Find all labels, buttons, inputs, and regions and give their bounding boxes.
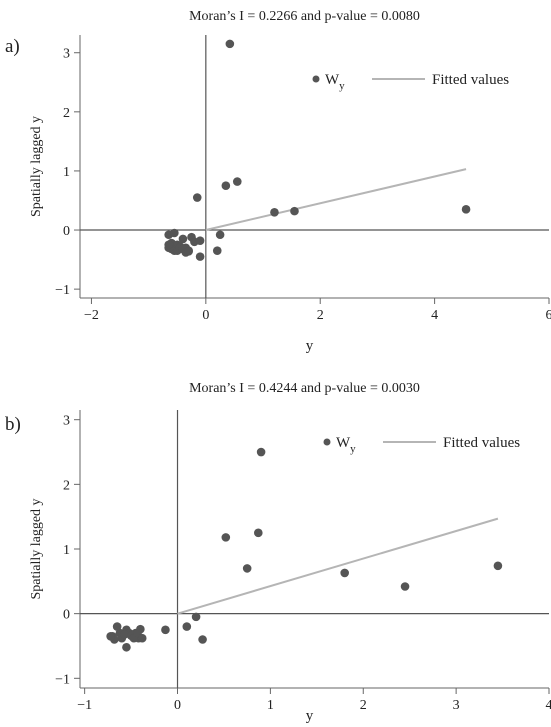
panel-label: b) bbox=[5, 414, 21, 435]
x-tick-label: 1 bbox=[267, 698, 274, 713]
y-tick-label: 3 bbox=[63, 414, 70, 429]
x-tick-label: 2 bbox=[317, 308, 324, 323]
legend-points-label: Wy bbox=[336, 435, 356, 455]
x-tick-label: 4 bbox=[431, 308, 438, 323]
panel-a: Moran’s I = 0.2266 and p-value = 0.0080 a… bbox=[5, 9, 551, 354]
data-point bbox=[232, 177, 242, 186]
x-tick-label: 2 bbox=[360, 698, 367, 713]
fitted-line bbox=[177, 517, 499, 615]
x-tick-label: 0 bbox=[174, 698, 181, 713]
chart-title: Moran’s I = 0.2266 and p-value = 0.0080 bbox=[189, 9, 420, 24]
data-point bbox=[400, 582, 410, 591]
data-point bbox=[164, 240, 173, 250]
x-tick-label: −2 bbox=[84, 308, 99, 323]
data-point bbox=[195, 236, 205, 245]
y-tick-label: 0 bbox=[63, 224, 70, 239]
data-point bbox=[221, 533, 231, 542]
y-tick-label: 0 bbox=[63, 608, 70, 623]
legend-point-marker bbox=[312, 75, 320, 83]
y-tick-label: 1 bbox=[63, 165, 70, 180]
data-point bbox=[184, 247, 193, 256]
y-axis-label: Spatially lagged y bbox=[29, 116, 44, 217]
x-tick-label: 6 bbox=[546, 308, 551, 323]
data-point bbox=[195, 252, 205, 261]
data-point bbox=[270, 208, 279, 217]
y-tick-label: 2 bbox=[63, 106, 70, 121]
data-point bbox=[192, 193, 202, 202]
data-point bbox=[215, 230, 225, 240]
data-point bbox=[198, 635, 207, 644]
x-tick-label: 3 bbox=[453, 698, 460, 713]
data-point bbox=[122, 642, 131, 652]
data-point bbox=[161, 625, 170, 635]
data-point bbox=[221, 181, 231, 191]
data-point bbox=[493, 561, 503, 571]
data-point bbox=[242, 564, 252, 573]
data-point bbox=[461, 205, 471, 214]
data-point bbox=[340, 568, 349, 578]
y-axis-label: Spatially lagged y bbox=[29, 498, 44, 599]
y-tick-label: −1 bbox=[55, 283, 70, 298]
data-point bbox=[182, 622, 192, 631]
data-point bbox=[254, 528, 263, 538]
data-point bbox=[106, 631, 115, 641]
y-tick-label: −1 bbox=[55, 672, 70, 687]
x-axis-label: y bbox=[306, 708, 314, 724]
legend-points-label: Wy bbox=[325, 72, 345, 92]
x-tick-label: 4 bbox=[546, 698, 551, 713]
data-point bbox=[137, 633, 147, 643]
data-point bbox=[170, 228, 179, 238]
legend-line-label: Fitted values bbox=[443, 435, 520, 451]
data-point bbox=[120, 630, 129, 639]
data-point bbox=[178, 234, 188, 244]
data-point bbox=[290, 206, 299, 216]
x-tick-label: −1 bbox=[77, 698, 92, 713]
panel-label: a) bbox=[5, 36, 20, 57]
panel-b: Moran’s I = 0.4244 and p-value = 0.0030 b… bbox=[5, 381, 551, 724]
data-point bbox=[112, 622, 122, 631]
legend-point-marker bbox=[323, 438, 331, 446]
x-axis-label: y bbox=[306, 338, 314, 354]
data-point bbox=[225, 39, 235, 49]
fitted-line bbox=[205, 168, 467, 232]
data-point bbox=[191, 612, 201, 622]
y-tick-label: 2 bbox=[63, 478, 70, 493]
chart-title: Moran’s I = 0.4244 and p-value = 0.0030 bbox=[189, 381, 420, 396]
y-tick-label: 3 bbox=[63, 47, 70, 62]
legend-line-label: Fitted values bbox=[432, 72, 509, 88]
data-point bbox=[256, 447, 266, 457]
x-tick-label: 0 bbox=[202, 308, 209, 323]
data-point bbox=[212, 246, 222, 256]
y-tick-label: 1 bbox=[63, 543, 70, 558]
